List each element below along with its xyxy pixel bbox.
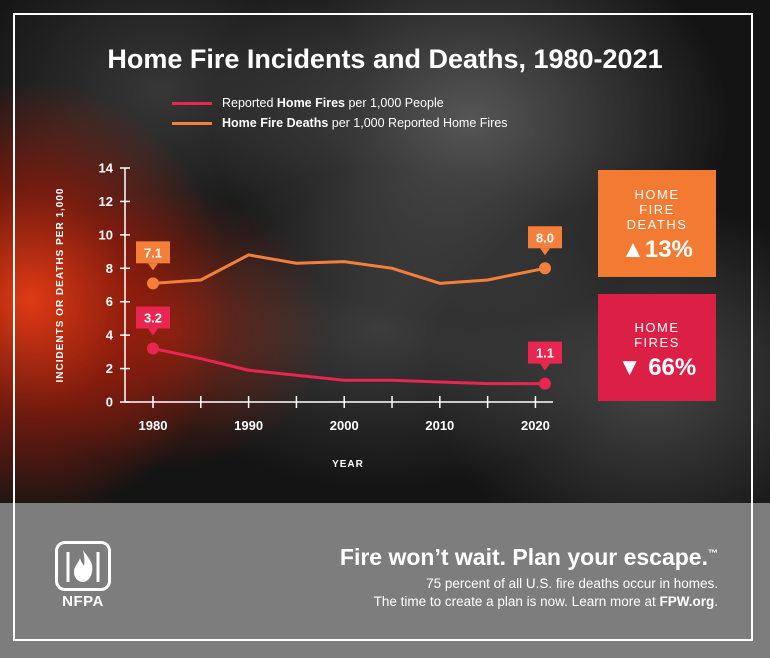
stat-label-line: HOME — [634, 320, 680, 335]
footer-banner — [0, 503, 770, 658]
data-label-pointer — [540, 248, 550, 256]
legend-item-home-fire-deaths: Home Fire Deaths per 1,000 Reported Home… — [172, 116, 508, 130]
x-tick-label: 1980 — [139, 418, 168, 433]
legend-prefix: Reported — [222, 96, 277, 110]
flame-icon — [55, 541, 111, 591]
data-point — [147, 342, 159, 355]
down-arrow-icon: ▼ — [617, 354, 642, 381]
data-label: 3.2 — [144, 311, 162, 326]
data-point — [147, 277, 159, 290]
data-point — [539, 262, 551, 275]
x-tick-label: 2010 — [425, 418, 454, 433]
fpw-link[interactable]: FPW.org — [659, 594, 715, 609]
footer-line-2-text: The time to create a plan is now. Learn … — [373, 594, 660, 609]
up-arrow-icon: ▲ — [621, 236, 645, 263]
stat-label-line: FIRES — [634, 335, 680, 350]
data-label-box — [136, 241, 170, 264]
data-label-box — [528, 226, 562, 249]
data-label: 8.0 — [536, 230, 554, 245]
y-axis-label: INCIDENTS OR DEATHS PER 1,000 — [55, 188, 66, 383]
stat-box-home-fire-deaths: HOME FIRE DEATHS ▲13% — [598, 170, 716, 277]
line-chart: 0 2 4 6 8 10 12 14 1980 1990 2000 2010 2020 YEAR INCID… — [55, 161, 562, 470]
data-label-box — [528, 341, 562, 364]
data-point — [539, 377, 551, 390]
stat-label-line: HOME — [634, 187, 680, 202]
nfpa-logo: NFPA — [52, 541, 114, 610]
footer-line-2: The time to create a plan is now. Learn … — [374, 594, 718, 609]
stat-value: 66% — [648, 354, 697, 381]
series-line — [152, 253, 546, 285]
tagline-text: Fire won’t wait. Plan your escape. — [339, 544, 708, 570]
series-line — [152, 347, 545, 386]
data-label: 1.1 — [536, 346, 554, 361]
y-tick-label: 6 — [106, 294, 113, 309]
stat-value: 13% — [644, 236, 693, 263]
y-tick-label: 0 — [106, 395, 113, 410]
y-tick-label: 10 — [99, 227, 113, 242]
y-tick-label: 4 — [106, 328, 114, 343]
y-tick-label: 14 — [99, 161, 114, 176]
white-frame — [13, 13, 753, 641]
legend-suffix: per 1,000 Reported Home Fires — [328, 116, 508, 130]
x-axis-label: YEAR — [332, 459, 364, 470]
y-tick-label: 12 — [99, 194, 113, 209]
stat-label-line: DEATHS — [626, 217, 688, 232]
trademark: ™ — [708, 548, 718, 560]
stat-label-line: FIRE — [639, 202, 675, 217]
legend-swatch-home-fire-deaths — [172, 122, 212, 126]
legend-item-home-fires: Reported Home Fires per 1,000 People — [172, 96, 444, 110]
footer-line-1: 75 percent of all U.S. fire deaths occur… — [426, 576, 718, 591]
data-label-pointer — [148, 263, 158, 271]
y-tick-label: 8 — [106, 261, 113, 276]
legend-swatch-home-fires — [172, 102, 212, 106]
logo-wordmark: NFPA — [62, 593, 104, 610]
x-tick-label: 1990 — [234, 418, 263, 433]
legend-bold: Home Fires — [276, 96, 345, 110]
y-tick-label: 2 — [106, 361, 113, 376]
footer-line-2-end: . — [714, 594, 718, 609]
data-label-box — [136, 306, 170, 329]
x-tick-label: 2020 — [521, 418, 550, 433]
x-tick-label: 2000 — [330, 418, 359, 433]
stat-box-home-fires: HOME FIRES ▼ 66% — [598, 294, 716, 401]
data-label-pointer — [148, 328, 158, 336]
data-label-pointer — [540, 363, 550, 371]
data-label: 7.1 — [144, 245, 162, 260]
chart-title: Home Fire Incidents and Deaths, 1980-202… — [107, 44, 663, 74]
legend-suffix: per 1,000 People — [345, 96, 444, 110]
legend-bold: Home Fire Deaths — [222, 116, 329, 130]
tagline: Fire won’t wait. Plan your escape.™ — [340, 544, 718, 571]
